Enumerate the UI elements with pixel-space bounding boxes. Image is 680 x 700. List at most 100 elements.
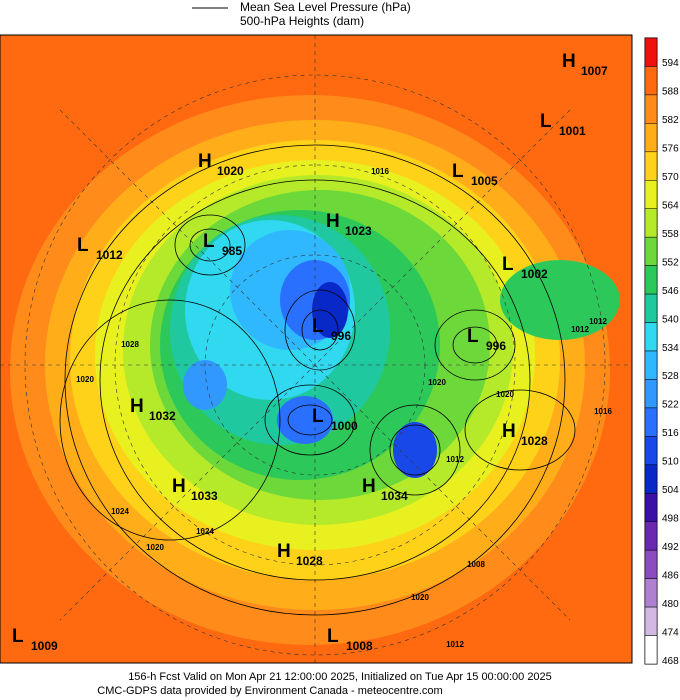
colorbar-label: 474	[662, 627, 679, 638]
contour-label: 1020	[411, 593, 429, 602]
center-value: 1005	[471, 174, 498, 188]
colorbar-band	[644, 606, 658, 636]
colorbar-label: 540	[662, 314, 679, 325]
center-letter: L	[77, 235, 89, 256]
contour-label: 1012	[571, 325, 589, 334]
colorbar-label: 594	[662, 58, 679, 69]
center-value: 1032	[149, 409, 176, 423]
center-letter: H	[277, 541, 291, 562]
center-letter: L	[502, 254, 514, 275]
center-value: 1008	[346, 639, 373, 653]
colorbar-label: 558	[662, 229, 679, 240]
center-letter: L	[467, 326, 479, 347]
center-value: 1028	[296, 554, 323, 568]
colorbar-band	[644, 493, 658, 522]
center-letter: H	[130, 396, 144, 417]
colorbar-label: 510	[662, 457, 679, 468]
contour-label: 1016	[371, 167, 389, 176]
contour-label: 1024	[111, 507, 129, 516]
colorbar-band	[644, 436, 658, 466]
contour-label: 1028	[121, 340, 139, 349]
colorbar-label: 534	[662, 343, 679, 354]
center-value: 1000	[331, 419, 358, 433]
center-letter: H	[362, 476, 376, 497]
footer-valid: 156-h Fcst Valid on Mon Apr 21 12:00:00 …	[128, 671, 552, 683]
colorbar-band	[644, 236, 658, 266]
colorbar-band	[644, 265, 658, 295]
colorbar-band	[644, 521, 658, 551]
contour-label: 1024	[196, 527, 214, 536]
center-value: 985	[222, 244, 242, 258]
contour-label: 1020	[146, 543, 164, 552]
colorbar-band	[644, 293, 658, 323]
center-letter: H	[172, 476, 186, 497]
colorbar-band	[644, 322, 658, 352]
colorbar-band	[644, 350, 658, 380]
colorbar-label: 576	[662, 144, 679, 155]
center-value: 996	[331, 329, 351, 343]
colorbar-label: 528	[662, 371, 679, 382]
center-value: 1028	[521, 434, 548, 448]
colorbar-label: 468	[662, 656, 679, 667]
colorbar-band	[644, 180, 658, 209]
colorbar-band	[644, 464, 658, 494]
colorbar-band	[644, 379, 658, 409]
colorbar-label: 582	[662, 115, 679, 126]
center-value: 1023	[345, 224, 372, 238]
colorbar-label: 480	[662, 599, 679, 610]
colorbar-band	[644, 37, 658, 67]
colorbar-band	[644, 208, 658, 238]
legend-line-label: Mean Sea Level Pressure (hPa)	[240, 0, 411, 14]
map-area	[0, 34, 633, 664]
colorbar-band	[644, 407, 658, 437]
contour-label: 1020	[496, 390, 514, 399]
center-value: 1009	[31, 639, 58, 653]
contour-label: 1012	[589, 317, 607, 326]
center-letter: H	[502, 421, 516, 442]
contour-label: 1008	[467, 560, 485, 569]
colorbar-band	[644, 578, 658, 608]
center-value: 1033	[191, 489, 218, 503]
contour-label: 1016	[594, 407, 612, 416]
colorbar-label: 552	[662, 257, 679, 268]
center-value: 996	[486, 339, 506, 353]
center-value: 1012	[96, 248, 123, 262]
colorbar-band	[644, 151, 658, 181]
center-value: 1034	[381, 489, 408, 503]
colorbar-label: 498	[662, 514, 679, 525]
contour-label: 1012	[446, 455, 464, 464]
colorbar-label: 564	[662, 201, 679, 212]
contour-label: 1012	[446, 640, 464, 649]
footer-credit: CMC-GDPS data provided by Environment Ca…	[97, 685, 442, 697]
center-letter: L	[12, 626, 24, 647]
colorbar-band	[644, 94, 658, 124]
center-value: 1020	[217, 164, 244, 178]
colorbar-band	[644, 123, 658, 153]
colorbar-band	[644, 549, 658, 579]
center-letter: L	[540, 111, 552, 132]
center-value: 1001	[559, 124, 586, 138]
center-letter: L	[312, 316, 324, 337]
center-value: 1007	[581, 64, 608, 78]
contour-label: 1020	[428, 378, 446, 387]
center-letter: H	[198, 151, 212, 172]
center-letter: L	[327, 626, 339, 647]
center-letter: L	[452, 161, 464, 182]
center-letter: H	[562, 51, 576, 72]
colorbar-label: 570	[662, 172, 679, 183]
colorbar-label: 504	[662, 485, 679, 496]
colorbar-label: 492	[662, 542, 679, 553]
colorbar-label: 486	[662, 570, 679, 581]
center-letter: H	[326, 211, 340, 232]
center-letter: L	[312, 406, 324, 427]
colorbar-label: 546	[662, 286, 679, 297]
legend-fill-label: 500-hPa Heights (dam)	[240, 14, 364, 28]
center-letter: L	[203, 231, 215, 252]
colorbar-label: 588	[662, 87, 679, 98]
colorbar-band	[644, 66, 658, 96]
colorbar-band	[644, 635, 658, 665]
colorbar-label: 516	[662, 428, 679, 439]
colorbar-label: 522	[662, 400, 679, 411]
center-value: 1002	[521, 267, 548, 281]
